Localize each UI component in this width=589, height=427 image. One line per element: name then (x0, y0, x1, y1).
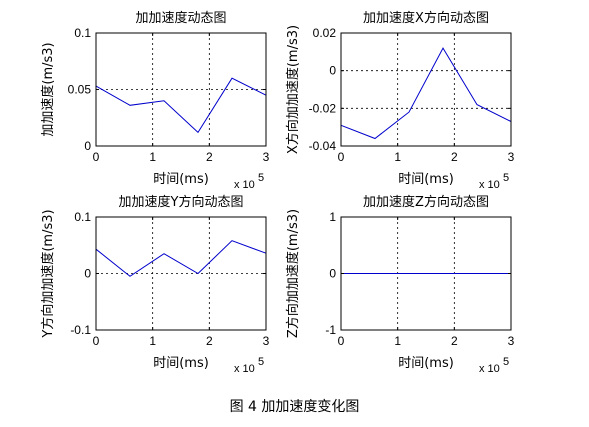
jerk-x-series-line (340, 47, 512, 140)
jerk-z-xtick-label-2: 2 (451, 334, 458, 348)
jerk-y-grid (96, 217, 266, 330)
jerk-x-xtick-label-0: 0 (338, 150, 345, 164)
jerk-title: 加加速度动态图 (135, 10, 226, 26)
jerk-xtick-label-2: 2 (206, 150, 213, 164)
jerk-z-ytick-label-0: -1 (325, 323, 336, 337)
jerk-x-grid (341, 33, 511, 146)
jerk-x-axes-frame (340, 32, 512, 147)
jerk-y-xlabel: 时间(ms) (153, 356, 209, 371)
jerk-xtick-label-3: 3 (263, 150, 270, 164)
jerk-ytick-label-1: 0.05 (68, 83, 92, 97)
jerk-y-x-multiplier: x 10 (234, 363, 255, 375)
jerk-y-xtick-label-3: 3 (263, 334, 270, 348)
jerk-x-multiplier: x 10 (234, 179, 255, 191)
jerk-z-ytick-label-2: 1 (329, 210, 336, 224)
jerk-y-x-multiplier-exponent: 5 (258, 356, 264, 368)
jerk-xtick-label-0: 0 (93, 150, 100, 164)
jerk-y-ylabel: Y方向加加速度(m/s3) (40, 209, 56, 338)
jerk-xlabel: 时间(ms) (153, 172, 209, 187)
jerk-z-x-multiplier: x 10 (479, 363, 500, 375)
jerk-x-xtick-label-2: 2 (451, 150, 458, 164)
jerk-z-xtick-label-1: 1 (394, 334, 401, 348)
jerk-x-title: 加加速度X方向动态图 (363, 10, 489, 26)
jerk-x-multiplier-exponent: 5 (258, 172, 264, 184)
jerk-y-xtick-label-2: 2 (206, 334, 213, 348)
jerk-z-xtick-label-0: 0 (338, 334, 345, 348)
jerk-y-xtick-label-0: 0 (93, 334, 100, 348)
jerk-series-line (95, 77, 267, 134)
jerk-z-ytick-label-1: 0 (329, 267, 336, 281)
jerk-ytick-label-2: 0.1 (74, 26, 91, 40)
jerk-xtick-label-1: 1 (149, 150, 156, 164)
jerk-grid (96, 33, 266, 146)
jerk-z-xtick-label-3: 3 (508, 334, 515, 348)
jerk-ylabel: 加加速度(m/s3) (40, 42, 56, 136)
figure-caption: 图 4 加加速度变化图 (229, 399, 360, 415)
jerk-y-ytick-label-0: -0.1 (70, 323, 91, 337)
jerk-y-ytick-label-1: 0 (84, 267, 91, 281)
jerk-x-ytick-label-2: 0 (329, 64, 336, 78)
jerk-y-title: 加加速度Y方向动态图 (119, 194, 244, 210)
jerk-z-xlabel: 时间(ms) (398, 356, 454, 371)
jerk-x-plot-area (341, 33, 511, 146)
jerk-x-ytick-label-1: -0.02 (309, 101, 337, 115)
jerk-x-xlabel: 时间(ms) (398, 172, 454, 187)
jerk-x-xtick-label-1: 1 (394, 150, 401, 164)
jerk-z-ylabel: Z方向加加速度(m/s3) (285, 209, 301, 338)
jerk-y-xtick-label-1: 1 (149, 334, 156, 348)
jerk-x-xtick-label-3: 3 (508, 150, 515, 164)
jerk-x-x-multiplier: x 10 (479, 179, 500, 191)
jerk-x-ylabel: X方向加加速度(m/s3) (285, 25, 301, 154)
jerk-z-title: 加加速度Z方向动态图 (363, 194, 489, 210)
jerk-y-series-line (95, 240, 267, 277)
jerk-y-ytick-label-2: 0.1 (74, 210, 91, 224)
jerk-z-x-multiplier-exponent: 5 (503, 356, 509, 368)
jerk-x-x-multiplier-exponent: 5 (503, 172, 509, 184)
jerk-ytick-label-0: 0 (84, 139, 91, 153)
jerk-x-ytick-label-3: 0.02 (313, 26, 337, 40)
jerk-x-ytick-label-0: -0.04 (309, 139, 337, 153)
